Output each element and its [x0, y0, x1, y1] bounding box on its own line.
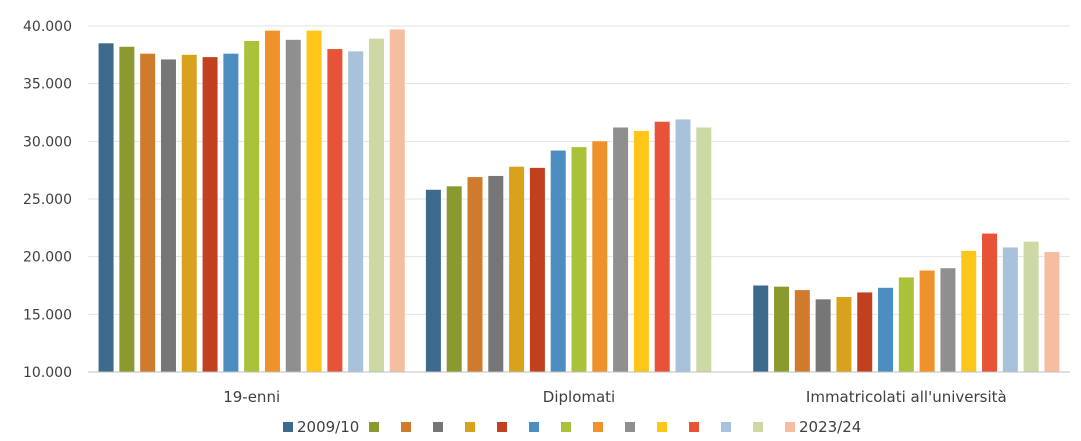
legend-swatch — [401, 422, 411, 432]
bar — [425, 189, 441, 372]
bar — [488, 175, 504, 372]
bar — [1023, 241, 1039, 372]
legend-swatch — [465, 422, 475, 432]
y-tick-label: 10.000 — [23, 365, 72, 381]
y-tick-label: 25.000 — [23, 192, 72, 208]
y-tick-label: 40.000 — [23, 19, 72, 35]
y-tick-label: 15.000 — [23, 307, 72, 323]
bar — [509, 166, 525, 372]
legend-swatch — [657, 422, 667, 432]
bar — [878, 287, 894, 372]
bar — [285, 39, 301, 373]
legend-swatch — [721, 422, 731, 432]
bar — [613, 127, 629, 372]
bar — [119, 46, 135, 372]
bar — [306, 30, 322, 372]
bar — [264, 30, 280, 372]
category-label: Diplomati — [543, 388, 615, 406]
legend-swatch — [561, 422, 571, 432]
bar — [181, 54, 197, 372]
y-axis-tick-labels: 10.000 15.000 20.000 25.000 30.000 35.000 40.0… — [23, 19, 72, 381]
legend-swatch — [625, 422, 635, 432]
y-tick-label: 30.000 — [23, 134, 72, 150]
legend-label: 2023/24 — [799, 418, 861, 436]
bar — [961, 250, 977, 372]
bar — [389, 29, 405, 373]
bar — [160, 59, 176, 373]
legend-swatch — [497, 422, 507, 432]
bar — [98, 43, 114, 373]
bar — [140, 53, 156, 373]
legend-swatch — [369, 422, 379, 432]
bar — [368, 38, 384, 372]
legend-swatch — [593, 422, 603, 432]
bar — [202, 57, 218, 372]
bar — [794, 290, 810, 372]
category-label: Immatricolati all'università — [806, 388, 1007, 406]
legend-swatch — [785, 422, 795, 432]
legend-swatch — [689, 422, 699, 432]
bar — [753, 285, 769, 372]
bar — [550, 150, 566, 372]
bar — [696, 127, 712, 372]
bar — [1044, 252, 1060, 372]
bar — [592, 141, 608, 372]
bar — [327, 49, 343, 373]
bar — [1002, 247, 1018, 372]
bar — [529, 167, 545, 372]
bar — [836, 297, 852, 372]
y-tick-label: 20.000 — [23, 250, 72, 266]
bar — [467, 177, 483, 372]
bar — [774, 286, 790, 372]
y-tick-label: 35.000 — [23, 77, 72, 93]
legend-swatch — [283, 422, 293, 432]
bar — [815, 299, 831, 372]
category-labels: 19-enni Diplomati Immatricolati all'univer… — [223, 388, 1007, 406]
bar — [654, 121, 670, 372]
bar — [982, 233, 998, 372]
bar — [898, 277, 914, 372]
bar — [675, 119, 691, 372]
legend: 2009/10 2023/24 — [283, 418, 861, 436]
bar — [919, 270, 935, 372]
bar — [223, 53, 239, 373]
bar — [857, 292, 873, 372]
bars — [98, 29, 1060, 373]
bar — [633, 130, 649, 372]
category-label: 19-enni — [223, 388, 280, 406]
bar — [348, 51, 364, 373]
legend-label: 2009/10 — [297, 418, 359, 436]
legend-swatch — [529, 422, 539, 432]
bar — [571, 147, 587, 372]
bar — [244, 40, 260, 372]
bar — [446, 186, 462, 372]
legend-swatch — [433, 422, 443, 432]
bar — [940, 268, 956, 372]
legend-swatch — [753, 422, 763, 432]
